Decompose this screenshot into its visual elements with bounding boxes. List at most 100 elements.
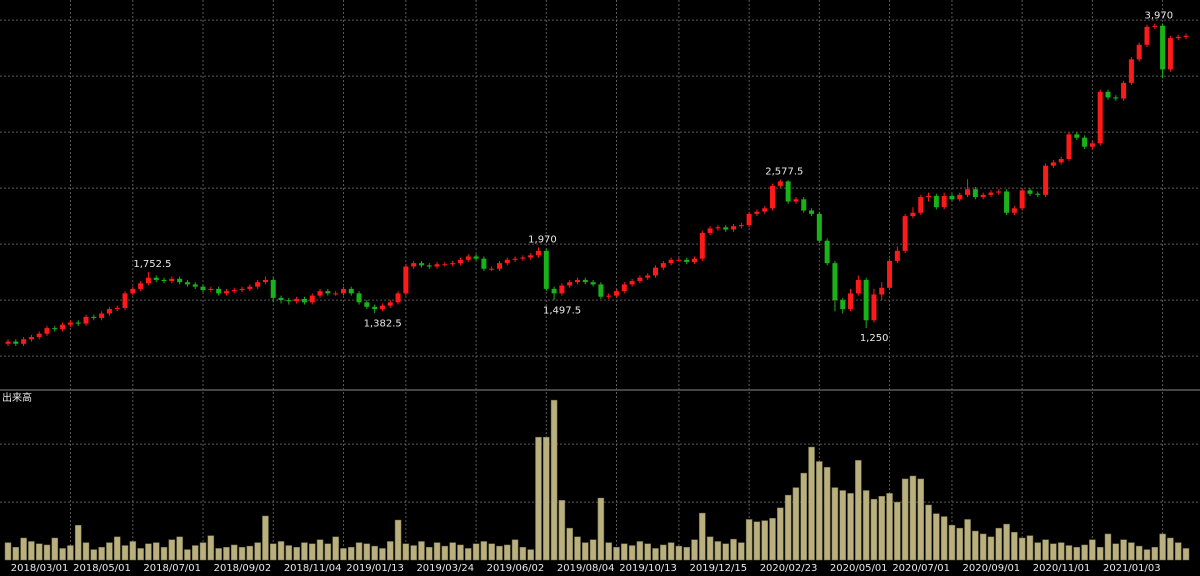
- candle-body: [1128, 59, 1134, 83]
- candle-body: [949, 195, 955, 200]
- volume-bar: [106, 542, 113, 561]
- volume-bar: [1073, 547, 1081, 561]
- candle-body: [1160, 25, 1166, 70]
- volume-bar: [402, 543, 410, 561]
- candle-body: [1152, 25, 1158, 27]
- volume-bar: [769, 518, 776, 561]
- candle-body: [902, 216, 908, 251]
- volume-bar: [176, 536, 183, 561]
- volume-bar: [979, 533, 987, 561]
- volume-bar: [995, 527, 1003, 561]
- volume-bar: [129, 541, 137, 561]
- volume-bar: [886, 493, 893, 561]
- volume-bar: [972, 530, 979, 561]
- volume-bar: [82, 542, 90, 561]
- candle-body: [777, 181, 783, 186]
- candle-body: [473, 256, 479, 259]
- volume-bar: [301, 542, 308, 561]
- volume-bar: [285, 545, 293, 561]
- volume-bar: [543, 436, 550, 561]
- volume-bar: [293, 547, 300, 561]
- candle-body: [972, 189, 978, 198]
- volume-bar: [410, 545, 417, 561]
- candle-body: [184, 282, 190, 285]
- candle-body: [325, 291, 331, 294]
- volume-bar: [909, 475, 917, 561]
- candle-body: [848, 293, 854, 310]
- candle-body: [551, 288, 557, 294]
- volume-bar: [667, 542, 675, 561]
- high-label: 1,752.5: [133, 259, 171, 270]
- volume-bar: [480, 541, 488, 561]
- volume-bar: [699, 512, 706, 561]
- volume-bar: [940, 516, 948, 561]
- volume-bar: [59, 548, 66, 561]
- volume-bar: [808, 446, 815, 561]
- candle-body: [543, 250, 549, 289]
- candle-body: [1035, 193, 1041, 195]
- volume-bar: [574, 536, 581, 561]
- candle-body: [1089, 143, 1095, 147]
- candle-body: [910, 212, 916, 217]
- volume-bar: [987, 536, 995, 561]
- candle-body: [286, 300, 292, 302]
- high-label: 1,970: [528, 234, 557, 245]
- volume-bar: [870, 498, 878, 561]
- volume-bar: [847, 493, 854, 561]
- candle-body: [450, 263, 456, 265]
- volume-bar: [254, 542, 261, 561]
- candle-body: [715, 227, 721, 229]
- x-tick-label: 2018/11/04: [284, 563, 342, 574]
- x-tick-label: 2020/11/01: [1033, 563, 1091, 574]
- volume-bar: [605, 542, 612, 561]
- volume-bar: [894, 501, 901, 561]
- volume-bar: [457, 544, 464, 561]
- volume-bar: [823, 467, 831, 561]
- volume-bar: [761, 520, 768, 561]
- candle-body: [489, 268, 495, 270]
- volume-bar: [262, 515, 269, 561]
- volume-bar: [324, 543, 332, 561]
- x-tick-label: 2018/09/02: [214, 563, 272, 574]
- volume-bar: [269, 543, 277, 561]
- volume-bar: [433, 542, 441, 561]
- candle-body: [941, 195, 947, 208]
- volume-bar: [1011, 531, 1018, 561]
- candle-body: [481, 258, 487, 269]
- candle-body: [512, 258, 518, 260]
- candle-body: [247, 286, 253, 289]
- candle-body: [832, 263, 838, 301]
- candle-body: [653, 267, 659, 276]
- candle-body: [637, 277, 643, 282]
- volume-bar: [535, 436, 542, 561]
- volume-bar: [74, 524, 82, 561]
- volume-bar: [777, 507, 784, 561]
- volume-bar: [4, 542, 12, 561]
- volume-bar: [878, 496, 885, 561]
- volume-bar: [566, 527, 573, 561]
- volume-bar: [418, 541, 425, 561]
- candle-body: [770, 185, 776, 209]
- candle-body: [309, 295, 315, 303]
- volume-bar: [488, 543, 495, 561]
- x-tick-label: 2018/03/01: [11, 563, 69, 574]
- volume-bar: [191, 545, 199, 561]
- volume-bar: [1096, 547, 1104, 561]
- candle-body: [598, 284, 604, 297]
- volume-bar: [496, 545, 503, 561]
- volume-title: 出来高: [2, 391, 32, 404]
- volume-bar: [792, 487, 800, 561]
- candle-body: [1058, 159, 1064, 163]
- candle-body: [387, 302, 393, 306]
- volume-bar: [441, 545, 449, 561]
- candle-body: [957, 194, 963, 200]
- candle-body: [1121, 82, 1127, 99]
- candle-body: [348, 288, 354, 294]
- volume-bar: [1135, 545, 1143, 561]
- candle-body: [426, 265, 432, 267]
- candle-body: [457, 259, 463, 264]
- candle-body: [707, 228, 713, 233]
- volume-bar: [901, 478, 909, 561]
- volume-bar: [753, 521, 761, 561]
- candle-body: [114, 307, 120, 310]
